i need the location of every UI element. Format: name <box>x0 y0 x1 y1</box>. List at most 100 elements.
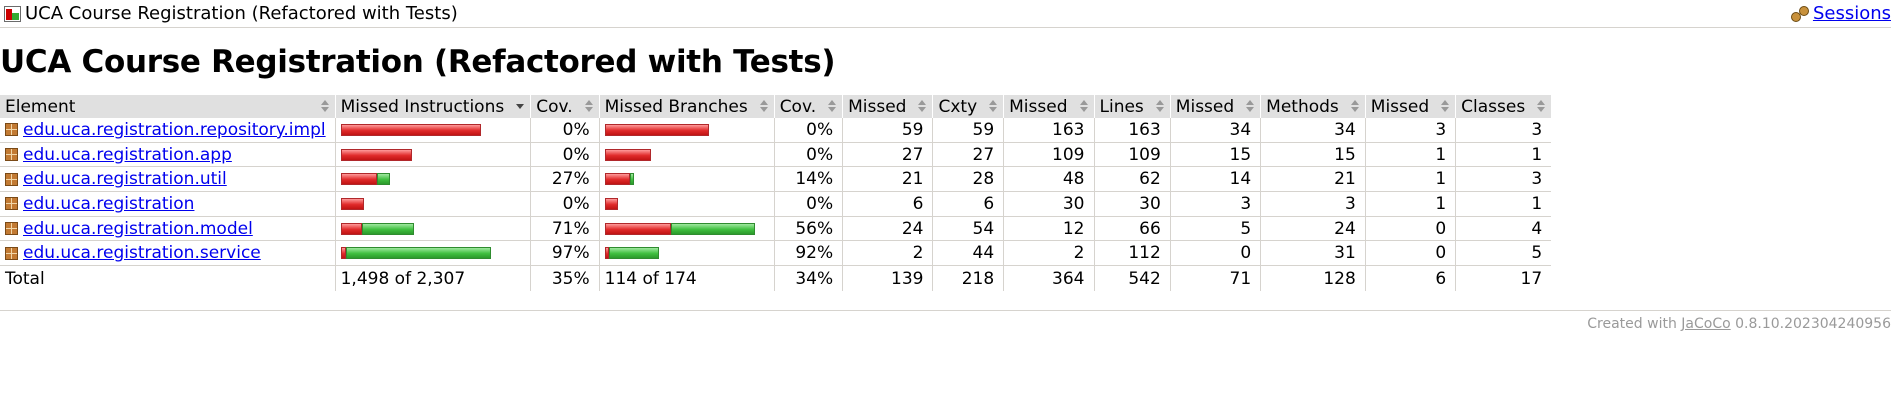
package-link[interactable]: edu.uca.registration.service <box>23 243 261 264</box>
branches-cov: 14% <box>773 166 843 193</box>
missed-classes: 1 <box>1364 191 1456 217</box>
sessions-link[interactable]: Sessions <box>1812 3 1891 24</box>
table-row: edu.uca.registration.util 27% 14% 21 28 48 62 1… <box>0 166 1552 193</box>
covered-bar <box>376 173 390 186</box>
missed-cxty: 24 <box>842 216 933 242</box>
missed-bar <box>604 173 630 186</box>
branches-bar <box>598 191 775 217</box>
package-link[interactable]: edu.uca.registration.app <box>23 144 232 165</box>
missed-methods: 34 <box>1169 118 1261 143</box>
total-row: Total 1,498 of 2,307 35% 114 of 174 34% … <box>0 265 1552 291</box>
total-classes: 17 <box>1455 265 1552 291</box>
total-cxty: 218 <box>932 265 1004 291</box>
jacoco-link[interactable]: JaCoCo <box>1681 316 1731 332</box>
package-icon <box>5 246 18 260</box>
header-missed-cxty[interactable]: Missed <box>842 95 933 118</box>
breadcrumb: UCA Course Registration (Refactored with… <box>0 0 1891 28</box>
instructions-cov: 0% <box>530 191 600 217</box>
table-row: edu.uca.registration.model 71% 56% 24 54 12 66… <box>0 216 1552 242</box>
header-branches-cov[interactable]: Cov. <box>773 95 843 118</box>
header-instructions-cov[interactable]: Cov. <box>530 95 600 118</box>
element-cell: edu.uca.registration.app <box>0 142 336 168</box>
instructions-cov: 71% <box>530 216 600 242</box>
package-link[interactable]: edu.uca.registration <box>23 193 195 214</box>
classes: 3 <box>1455 166 1552 193</box>
element-cell: edu.uca.registration.service <box>0 240 336 267</box>
report-icon <box>4 5 21 22</box>
lines: 109 <box>1093 142 1171 168</box>
cxty: 59 <box>932 118 1004 143</box>
header-cxty[interactable]: Cxty <box>932 95 1004 118</box>
table-header-row: Element Missed Instructions Cov. Missed … <box>0 95 1552 118</box>
missed-bar <box>340 247 346 260</box>
total-methods: 128 <box>1260 265 1366 291</box>
missed-methods: 14 <box>1169 166 1261 193</box>
footer-prefix: Created with <box>1587 316 1677 332</box>
branches-bar <box>598 118 775 143</box>
total-missed-lines: 364 <box>1003 265 1094 291</box>
classes: 5 <box>1455 240 1552 267</box>
branches-cov: 92% <box>773 240 843 267</box>
missed-bar <box>604 123 709 136</box>
total-missed-methods: 71 <box>1169 265 1261 291</box>
lines: 66 <box>1093 216 1171 242</box>
branches-cov: 0% <box>773 142 843 168</box>
covered-bar <box>670 222 755 235</box>
classes: 1 <box>1455 191 1552 217</box>
methods: 24 <box>1260 216 1366 242</box>
methods: 3 <box>1260 191 1366 217</box>
header-missed-classes[interactable]: Missed <box>1364 95 1456 118</box>
instructions-cov: 0% <box>530 118 600 143</box>
element-cell: edu.uca.registration.model <box>0 216 336 242</box>
missed-bar <box>340 222 362 235</box>
classes: 1 <box>1455 142 1552 168</box>
header-classes[interactable]: Classes <box>1455 95 1552 118</box>
methods: 21 <box>1260 166 1366 193</box>
page-title: UCA Course Registration (Refactored with… <box>0 44 836 80</box>
instructions-bar <box>334 142 531 168</box>
header-element[interactable]: Element <box>0 95 336 118</box>
header-missed-instructions[interactable]: Missed Instructions <box>334 95 531 118</box>
table-row: edu.uca.registration.service 97% 92% 2 44 2 11… <box>0 240 1552 267</box>
header-missed-branches[interactable]: Missed Branches <box>598 95 775 118</box>
header-missed-methods[interactable]: Missed <box>1169 95 1261 118</box>
element-cell: edu.uca.registration.repository.impl <box>0 118 336 143</box>
methods: 15 <box>1260 142 1366 168</box>
missed-lines: 48 <box>1003 166 1094 193</box>
total-branches-cov: 34% <box>773 265 843 291</box>
header-missed-lines[interactable]: Missed <box>1003 95 1094 118</box>
total-lines: 542 <box>1093 265 1171 291</box>
missed-methods: 3 <box>1169 191 1261 217</box>
footer: Created with JaCoCo 0.8.10.202304240956 <box>0 310 1891 332</box>
lines: 62 <box>1093 166 1171 193</box>
instructions-cov: 0% <box>530 142 600 168</box>
classes: 4 <box>1455 216 1552 242</box>
branches-bar <box>598 216 775 242</box>
missed-bar <box>340 173 377 186</box>
covered-bar <box>345 247 491 260</box>
missed-lines: 30 <box>1003 191 1094 217</box>
missed-classes: 1 <box>1364 142 1456 168</box>
lines: 30 <box>1093 191 1171 217</box>
missed-cxty: 27 <box>842 142 933 168</box>
covered-bar <box>629 173 634 186</box>
element-cell: edu.uca.registration <box>0 191 336 217</box>
missed-methods: 5 <box>1169 216 1261 242</box>
missed-classes: 1 <box>1364 166 1456 193</box>
cxty: 28 <box>932 166 1004 193</box>
package-link[interactable]: edu.uca.registration.repository.impl <box>23 119 326 140</box>
covered-bar <box>361 222 414 235</box>
package-link[interactable]: edu.uca.registration.model <box>23 218 253 239</box>
missed-classes: 0 <box>1364 216 1456 242</box>
package-link[interactable]: edu.uca.registration.util <box>23 169 227 190</box>
missed-bar <box>340 148 412 161</box>
missed-bar <box>604 247 609 260</box>
header-lines[interactable]: Lines <box>1093 95 1171 118</box>
package-icon <box>5 123 18 137</box>
instructions-bar <box>334 216 531 242</box>
instructions-bar <box>334 118 531 143</box>
header-methods[interactable]: Methods <box>1260 95 1366 118</box>
missed-classes: 3 <box>1364 118 1456 143</box>
package-icon <box>5 172 18 186</box>
total-label: Total <box>5 268 45 289</box>
